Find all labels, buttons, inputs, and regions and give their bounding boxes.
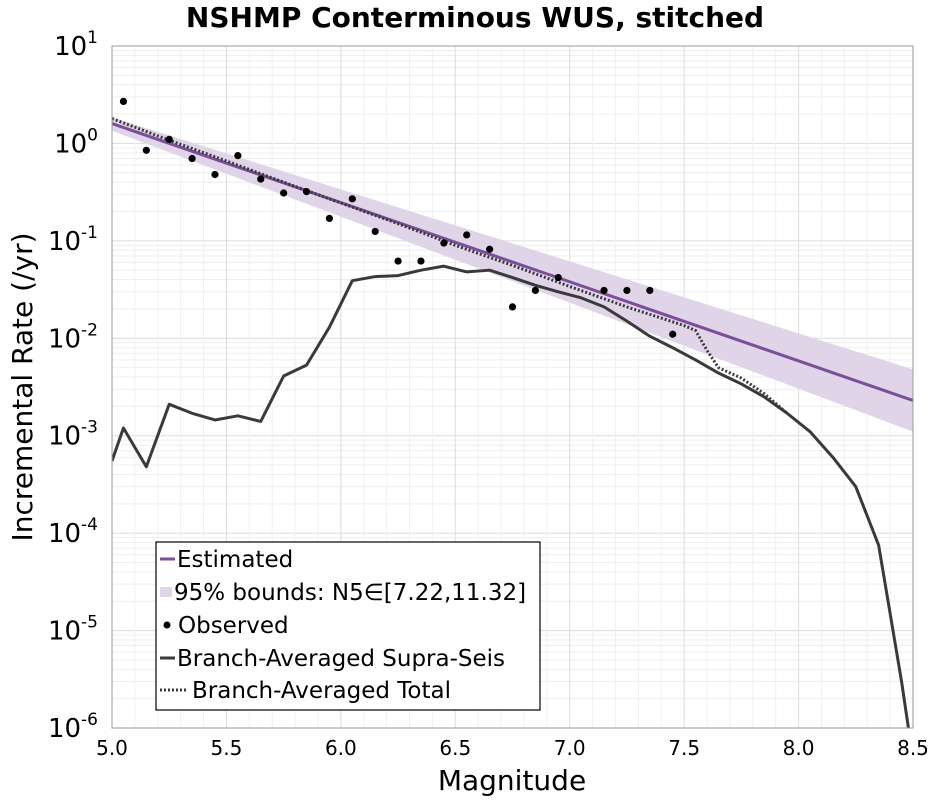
- observed-point: [257, 175, 265, 183]
- legend-supra-label: Branch-Averaged Supra-Seis: [177, 646, 505, 672]
- observed-point: [394, 257, 402, 265]
- y-tick-label: 10-5: [48, 613, 98, 647]
- x-tick-label: 8.0: [783, 736, 815, 760]
- legend-observed-label: Observed: [178, 613, 289, 639]
- legend-observed-swatch: [163, 621, 171, 629]
- estimated-line: [112, 122, 913, 402]
- bounds-band: [112, 117, 913, 432]
- observed-point: [508, 303, 517, 311]
- observed-point: [417, 257, 425, 265]
- x-tick-label: 5.5: [211, 736, 243, 760]
- y-tick-label: 10-1: [48, 223, 98, 257]
- observed-point: [234, 152, 242, 160]
- y-tick-label: 100: [54, 125, 98, 159]
- observed-point: [302, 188, 311, 196]
- x-axis-label: Magnitude: [438, 764, 586, 797]
- observed-point: [371, 227, 379, 236]
- plot-frame: [111, 45, 914, 729]
- x-tick-label: 6.5: [439, 736, 471, 760]
- legend-estimated-label: Estimated: [177, 547, 293, 573]
- observed-point: [142, 146, 150, 154]
- legend-total-label: Branch-Averaged Total: [192, 678, 451, 704]
- y-tick-label: 101: [54, 28, 98, 62]
- y-tick-label: 10-4: [48, 515, 98, 549]
- observed-point: [600, 286, 608, 295]
- y-axis-label: Incremental Rate (/yr): [6, 232, 39, 541]
- observed-point: [554, 273, 562, 282]
- observed-point: [531, 286, 539, 295]
- legend-box: [155, 541, 541, 711]
- observed-point: [463, 231, 471, 239]
- legend-bounds-swatch: [160, 587, 172, 597]
- observed-point: [188, 154, 196, 163]
- y-tick-label: 10-2: [48, 320, 98, 354]
- total-line: [112, 117, 789, 415]
- observed-point: [486, 245, 494, 253]
- legend-bounds-label: 95% bounds: N5∈[7.22,11.32]: [174, 580, 526, 606]
- x-tick-label: 5.0: [96, 736, 128, 760]
- observed-point: [348, 195, 356, 203]
- observed-point: [623, 286, 631, 295]
- y-axis: 101 100 10-1 10-2 10-3 10-4 10-5 10-6: [48, 28, 98, 744]
- observed-point: [669, 330, 677, 338]
- observed-point: [165, 135, 173, 143]
- observed-point: [440, 239, 448, 247]
- observed-point: [119, 97, 128, 106]
- x-tick-label: 7.0: [554, 736, 586, 760]
- y-tick-label: 10-6: [48, 710, 98, 744]
- legend: Estimated 95% bounds: N5∈[7.22,11.32] Obse…: [155, 541, 541, 711]
- x-axis: 5.0 5.5 6.0 6.5 7.0 7.5 8.0 8.5: [96, 736, 929, 760]
- supra-seis-line: [112, 264, 910, 728]
- observed-point: [211, 170, 219, 179]
- chart-title: NSHMP Conterminous WUS, stitched: [186, 1, 764, 34]
- y-tick-label: 10-3: [48, 418, 98, 452]
- x-tick-label: 7.5: [668, 736, 700, 760]
- x-tick-label: 6.0: [325, 736, 357, 760]
- x-tick-label: 8.5: [897, 736, 929, 760]
- observed-point: [280, 189, 288, 197]
- observed-point: [325, 214, 334, 223]
- plot-area: [112, 97, 913, 728]
- observed-point: [646, 286, 654, 295]
